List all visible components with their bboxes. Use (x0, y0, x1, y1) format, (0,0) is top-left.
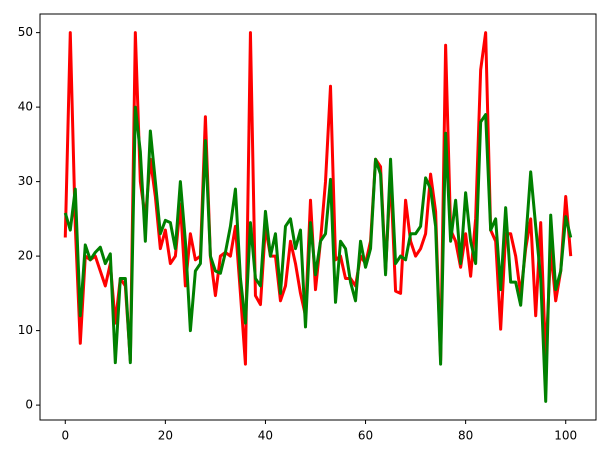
x-tick-label: 80 (458, 429, 473, 443)
x-tick-label: 60 (358, 429, 373, 443)
y-tick-label: 50 (18, 25, 33, 39)
y-tick-label: 40 (18, 100, 33, 114)
y-tick-label: 30 (18, 174, 33, 188)
y-tick-label: 20 (18, 249, 33, 263)
series-line (63, 105, 573, 403)
axes-frame (39, 13, 597, 421)
x-tick-label: 20 (158, 429, 173, 443)
y-tick-label: 10 (18, 323, 33, 337)
x-tick-label: 40 (258, 429, 273, 443)
x-tick-label: 0 (61, 429, 69, 443)
x-tick-label: 100 (554, 429, 577, 443)
y-tick-label: 0 (25, 398, 33, 412)
